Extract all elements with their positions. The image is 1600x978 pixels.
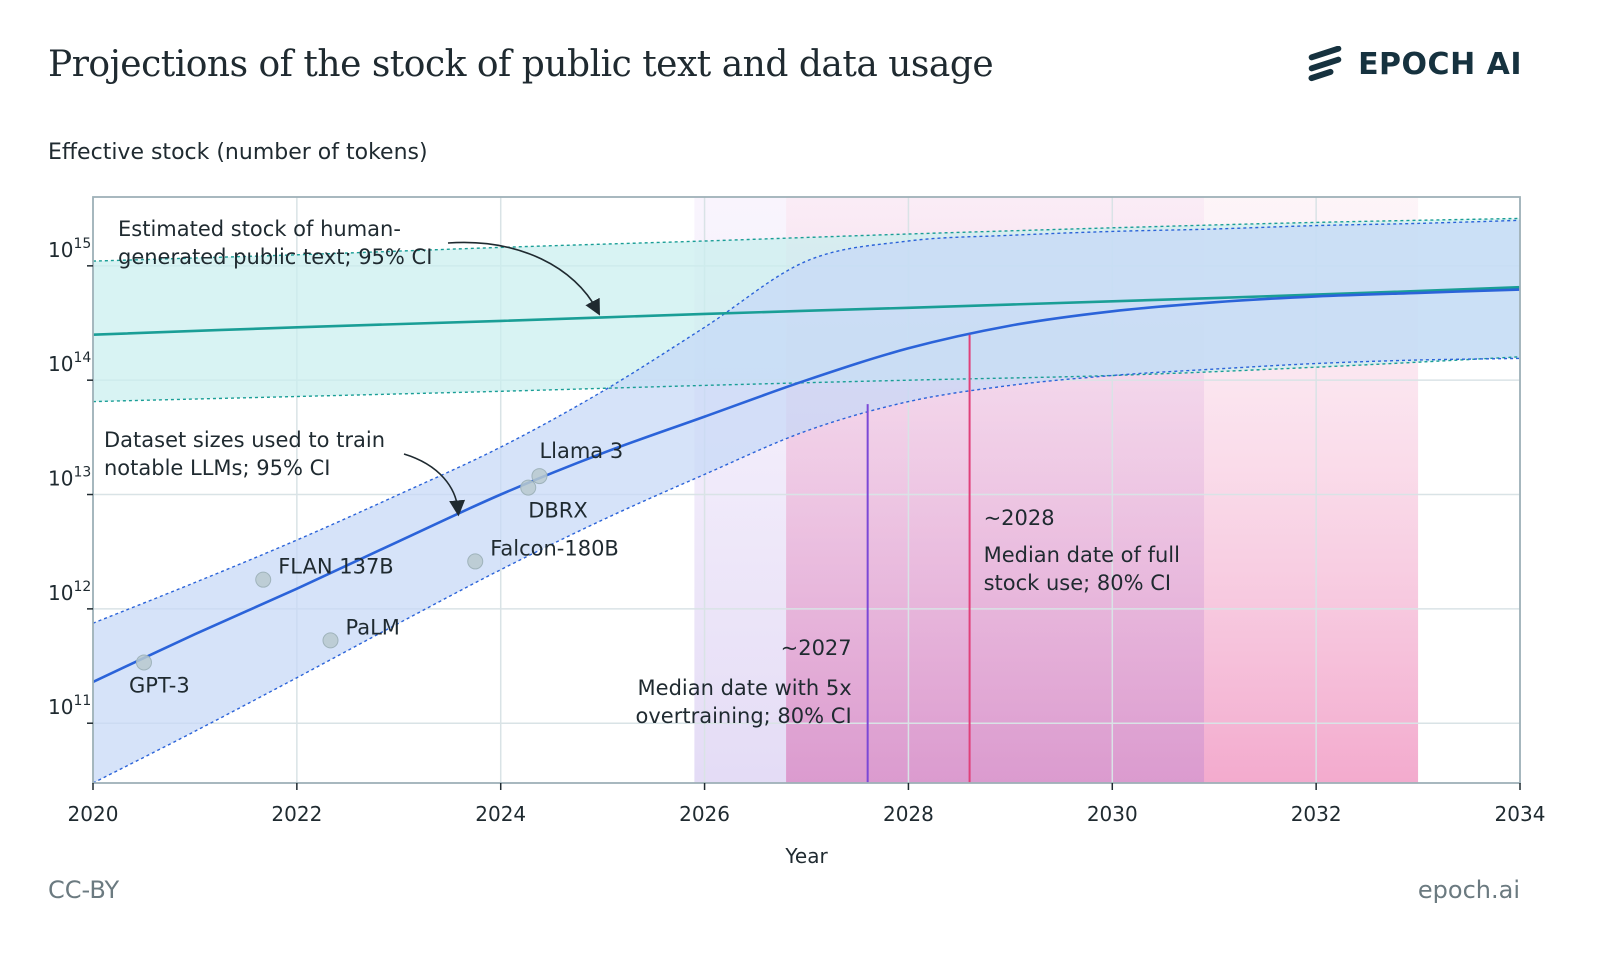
brand-name: EPOCH AI bbox=[1358, 46, 1522, 82]
overtraining-text-line1: Median date with 5x bbox=[638, 676, 852, 700]
overtraining-text-line2: overtraining; 80% CI bbox=[636, 704, 852, 728]
plot-frame bbox=[92, 196, 1521, 784]
model-label: Llama 3 bbox=[539, 439, 623, 463]
stock-median-line bbox=[93, 285, 1520, 336]
stock-band-lower bbox=[93, 356, 1520, 403]
model-point bbox=[255, 571, 272, 588]
full-use-text-line2: stock use; 80% CI bbox=[984, 571, 1172, 595]
x-tick-label: 2028 bbox=[883, 802, 934, 826]
brand-logo: EPOCH AI bbox=[1306, 46, 1522, 82]
series-lines bbox=[93, 217, 1520, 783]
y-tick-label: 1015 bbox=[48, 236, 91, 262]
x-axis-label: Year bbox=[784, 844, 828, 868]
overtraining-year-label: ~2027 bbox=[781, 636, 852, 660]
full-use-text-line1: Median date of full bbox=[984, 543, 1180, 567]
model-point bbox=[531, 468, 548, 485]
model-label: GPT-3 bbox=[129, 673, 190, 697]
x-tick-label: 2026 bbox=[679, 802, 730, 826]
license-label: CC-BY bbox=[48, 876, 120, 904]
model-label: FLAN 137B bbox=[278, 555, 394, 579]
y-tick-label: 1013 bbox=[48, 465, 91, 491]
usage-annotation-line2: notable LLMs; 95% CI bbox=[104, 456, 330, 480]
x-tick-label: 2020 bbox=[68, 802, 119, 826]
usage-annotation-arrow bbox=[403, 453, 466, 517]
y-axis-label: Effective stock (number of tokens) bbox=[48, 140, 428, 165]
model-label: PaLM bbox=[345, 615, 399, 639]
stock-annotation-arrow bbox=[447, 241, 600, 316]
usage-annotation-line1: Dataset sizes used to train bbox=[104, 428, 385, 452]
stock-annotation-line2: generated public text; 95% CI bbox=[118, 245, 432, 269]
model-label: DBRX bbox=[528, 499, 588, 523]
usage-band bbox=[93, 220, 1520, 783]
x-tick-label: 2032 bbox=[1291, 802, 1342, 826]
y-tick-label: 1011 bbox=[48, 693, 91, 719]
y-tick-label: 1014 bbox=[48, 350, 91, 376]
x-tick-label: 2030 bbox=[1087, 802, 1138, 826]
chart-title: Projections of the stock of public text … bbox=[48, 44, 994, 85]
full-use-year-label: ~2028 bbox=[984, 506, 1055, 530]
usage-median-line bbox=[93, 288, 1520, 684]
x-tick-label: 2034 bbox=[1495, 802, 1546, 826]
annotations: Estimated stock of human-generated publi… bbox=[104, 217, 1180, 728]
x-tick-label: 2024 bbox=[475, 802, 526, 826]
epoch-logo-icon bbox=[1308, 46, 1342, 82]
model-label: Falcon-180B bbox=[490, 536, 619, 560]
model-point bbox=[520, 479, 537, 496]
model-point bbox=[467, 553, 484, 570]
usage-band-lower bbox=[93, 357, 1520, 783]
x-tick-label: 2022 bbox=[271, 802, 322, 826]
stock-annotation-line1: Estimated stock of human- bbox=[118, 217, 401, 241]
y-tick-label: 1012 bbox=[48, 579, 91, 605]
stock-band-upper bbox=[93, 217, 1520, 262]
site-link[interactable]: epoch.ai bbox=[1417, 876, 1520, 904]
model-point bbox=[135, 654, 152, 671]
model-points: GPT-3 FLAN 137B PaLM Falcon-180B DBRX Llama 3 bbox=[129, 439, 623, 697]
axes: 2020 2022 2024 2026 2028 2030 2032 2034 1011 1012… bbox=[48, 196, 1546, 868]
model-point bbox=[322, 632, 339, 649]
